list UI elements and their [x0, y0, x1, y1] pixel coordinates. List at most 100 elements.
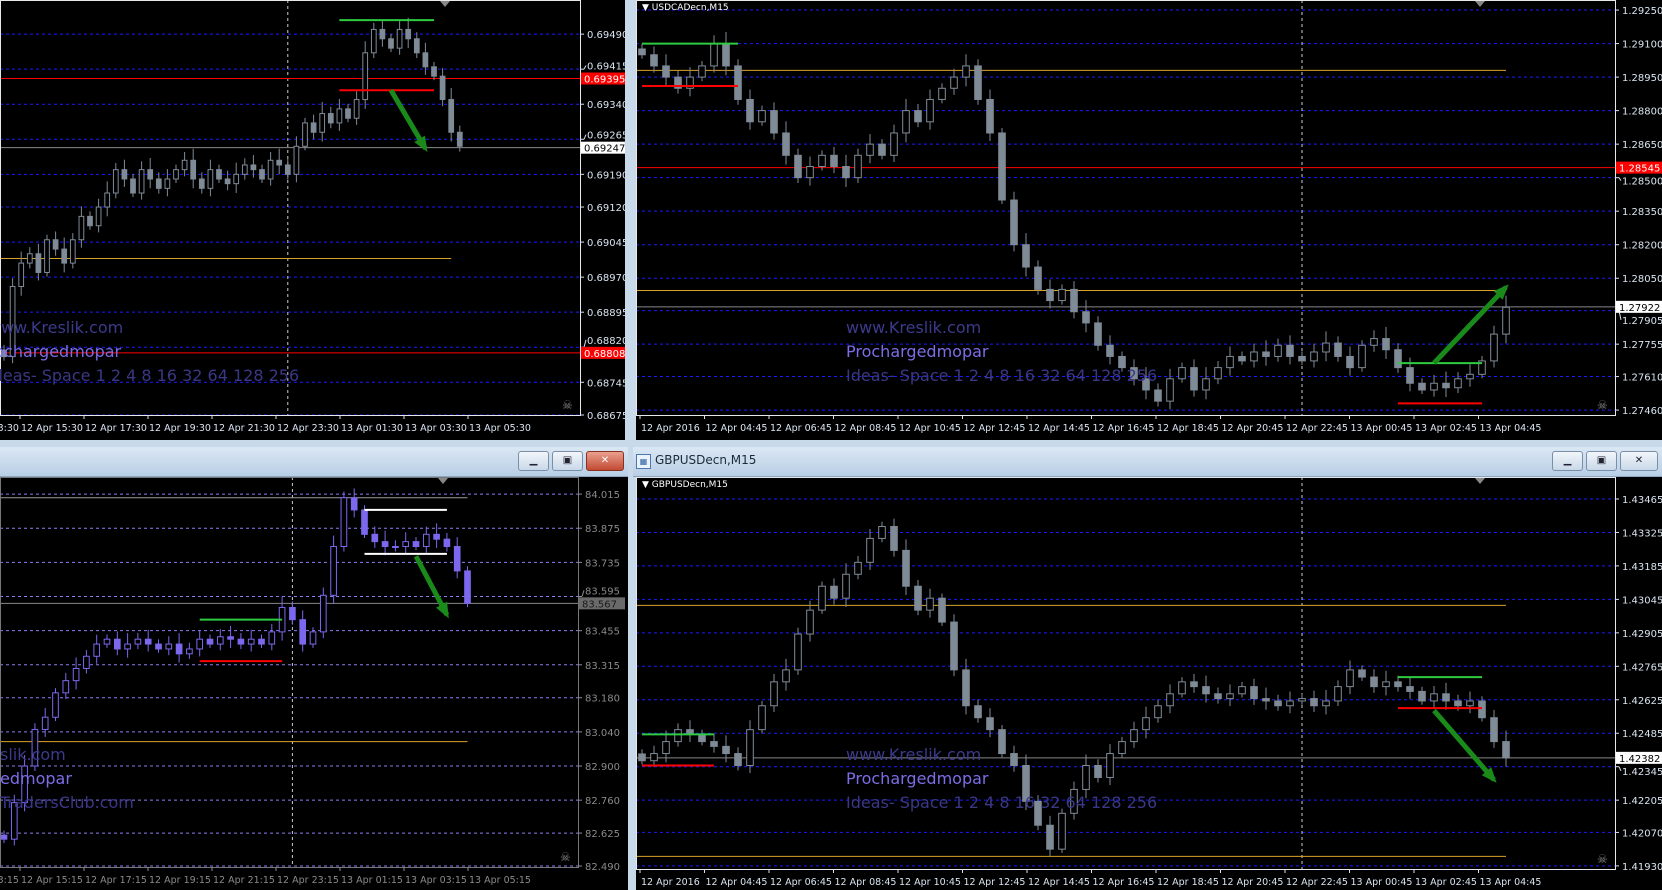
candle-body	[710, 43, 718, 67]
candle-body	[1058, 288, 1066, 302]
price-axis-label: 1.27610	[1622, 373, 1662, 384]
minimize-button[interactable]: ▁	[518, 451, 549, 471]
axis-tick-leader	[1618, 766, 1622, 772]
symbol-label[interactable]: ▼ GBPUSDecn,M15	[642, 480, 728, 490]
candle-body	[1274, 700, 1282, 707]
candle-body	[198, 178, 205, 189]
candle-body	[1070, 288, 1078, 313]
candle-body	[1442, 382, 1450, 389]
time-axis-label: 12 Apr 08:45	[835, 423, 897, 434]
bottom-left-window-titlebar[interactable]: ▁ ▣ ✕	[0, 447, 628, 477]
price-axis-label: 83.735	[585, 558, 620, 569]
chart-bottom-left[interactable]: 84.015 83.875 83.735 83.595 83.455 83.315 83.1…	[0, 477, 628, 890]
chart-top-right[interactable]: 1.29250 1.29100 1.28950 1.28800 1.28650 1.285…	[636, 0, 1662, 440]
candle-body	[986, 717, 994, 731]
watermark-text: Prochargedmopar	[846, 769, 989, 788]
price-axis-label: 0.69340	[587, 100, 625, 111]
candle-body	[422, 533, 430, 548]
candle-body	[1034, 266, 1042, 290]
chart-canvas: 0.69490 0.69415 0.69340 0.69265 0.69190 0.691…	[0, 0, 625, 434]
time-axis-label: 12 Apr 16:45	[1093, 423, 1155, 434]
candle-body	[902, 110, 910, 134]
price-axis-label: 1.43185	[1622, 562, 1662, 573]
candle-body	[1298, 698, 1306, 702]
price-axis-label: 0.69045	[587, 238, 625, 249]
candle-body	[794, 633, 802, 671]
time-axis-label: 12 Apr 20:45	[1222, 423, 1284, 434]
candle-body	[433, 533, 440, 540]
symbol-label[interactable]: ▼ USDCADecn,M15	[642, 3, 729, 13]
skull-icon: ☠	[1597, 852, 1608, 866]
candle-body	[1310, 698, 1318, 707]
candle-body	[962, 669, 970, 707]
restore-button[interactable]: ▣	[1586, 451, 1617, 471]
candle-body	[1370, 338, 1378, 346]
time-axis-label: 12 Apr 2016	[641, 423, 700, 434]
candle-body	[1394, 681, 1402, 688]
candle-body	[1166, 378, 1174, 402]
close-button[interactable]: ✕	[586, 451, 624, 471]
candle-body	[674, 76, 682, 89]
candle-body	[938, 87, 946, 100]
candle-body	[144, 638, 152, 645]
price-axis-label: 82.625	[585, 829, 620, 840]
time-axis-label: 13 Apr 00:45	[1351, 877, 1413, 888]
time-axis-label: 12 Apr 2016	[641, 877, 700, 888]
candle-body	[340, 497, 348, 548]
arrow-head-icon	[1481, 767, 1497, 783]
candle-body	[83, 655, 90, 669]
candle-body	[926, 597, 934, 611]
price-axis-label: 83.455	[585, 627, 620, 638]
candle-body	[258, 638, 265, 645]
candle-body	[336, 108, 343, 124]
time-axis-label: 12 Apr 21:15	[213, 875, 275, 886]
price-axis-label: 1.27755	[1622, 340, 1662, 351]
candle-body	[388, 38, 394, 49]
candle-body	[1286, 344, 1294, 357]
time-axis-label: 12 Apr 16:45	[1093, 877, 1155, 888]
price-axis-label: 83.875	[585, 524, 620, 535]
candle-body	[241, 164, 248, 175]
chart-bottom-right[interactable]: 1.43465 1.43325 1.43185 1.43045 1.42905 1.427…	[636, 477, 1662, 890]
time-axis-label: 12 Apr 17:30	[85, 423, 147, 434]
candle-body	[250, 164, 257, 171]
candle-body	[190, 159, 197, 180]
price-axis-label: 0.68820	[587, 336, 625, 347]
candle-body	[1322, 700, 1330, 707]
price-axis-label: 1.29250	[1622, 6, 1662, 17]
chart-canvas: 84.015 83.875 83.735 83.595 83.455 83.315 83.1…	[0, 477, 625, 886]
candle-body	[914, 585, 922, 611]
price-axis-label: 82.760	[585, 796, 620, 807]
axis-tick-leader	[1618, 177, 1622, 181]
candle-body	[1274, 344, 1282, 357]
candle-body	[1082, 765, 1090, 790]
bottom-right-window-titlebar[interactable]: ▦ GBPUSDecn,M15 ▁ ▣ ✕	[633, 447, 1662, 477]
candle-body	[1370, 676, 1378, 688]
candle-body	[854, 561, 862, 575]
time-axis-label: 12 Apr 22:45	[1286, 423, 1348, 434]
candle-body	[1382, 681, 1390, 688]
chart-top-left[interactable]: 0.69490 0.69415 0.69340 0.69265 0.69190 0.691…	[0, 0, 625, 440]
candle-body	[319, 594, 327, 633]
candle-body	[734, 753, 742, 767]
candle-body	[104, 192, 111, 208]
restore-button[interactable]: ▣	[552, 451, 583, 471]
candle-body	[1238, 686, 1246, 695]
time-axis-label: 12 Apr 19:15	[149, 875, 211, 886]
plot-border	[636, 0, 1616, 416]
candle-body	[1250, 686, 1258, 700]
price-axis-label: 0.69490	[587, 30, 625, 41]
candle-body	[974, 705, 982, 719]
watermark-text: slik.com	[0, 745, 66, 764]
candle-body	[1358, 344, 1366, 369]
minimize-button[interactable]: ▁	[1552, 451, 1583, 471]
candle-body	[299, 619, 307, 645]
candle-body	[1430, 382, 1438, 391]
candle-body	[405, 28, 412, 40]
candle-body	[890, 525, 898, 551]
candle-body	[175, 643, 183, 655]
close-button[interactable]: ✕	[1620, 451, 1658, 471]
price-axis-label: 84.015	[585, 490, 620, 501]
time-axis-label: 12 Apr 22:45	[1286, 877, 1348, 888]
candle-body	[233, 173, 240, 185]
